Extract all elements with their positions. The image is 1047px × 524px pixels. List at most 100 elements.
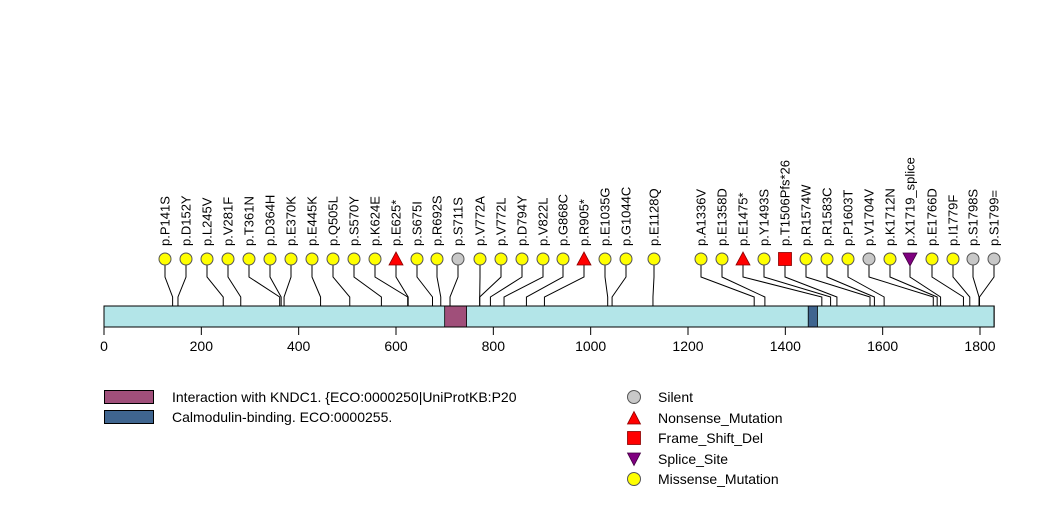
mutation-label: p.G868C (556, 194, 571, 246)
circle-icon (626, 389, 642, 405)
x-tick-label: 0 (100, 338, 108, 354)
domain-swatch-calmodulin (104, 410, 154, 424)
mutation-head-missense-mutation (619, 252, 633, 266)
mutation-label: p.P141S (158, 196, 173, 246)
mutation-legend-label: Silent (658, 389, 694, 406)
mutation-head-missense-mutation (715, 252, 729, 266)
protein-backbone-outline (103, 305, 995, 328)
mutation-label: p.Q505L (326, 196, 341, 246)
x-axis: 0 200 400 600 800 1000 1200 1400 1600 1800 (100, 327, 996, 354)
mutation-legend-item: Splice_Site (626, 449, 783, 470)
mutation-head-silent (987, 252, 1001, 266)
mutation-label: p.S570Y (347, 196, 362, 246)
mutation-label: p.D364H (263, 195, 278, 246)
mutation-legend-item: Silent (626, 387, 783, 408)
mutation-label: p.P1603T (841, 190, 856, 246)
mutation-head-missense-mutation (158, 252, 172, 266)
mutation-label: p.E1128Q (647, 188, 662, 246)
mutation-label: p.V772A (473, 196, 488, 246)
mutation-legend-label: Splice_Site (658, 450, 729, 467)
mutation-label: p.E1358D (715, 188, 730, 246)
domain-legend-label: Interaction with KNDC1. {ECO:0000250|Uni… (172, 389, 517, 405)
mutation-head-missense-mutation (326, 252, 340, 266)
mutation-label: p.E625* (389, 200, 404, 246)
mutation-label: p.E445K (305, 196, 320, 246)
mutation-head-splice-site (902, 252, 918, 267)
x-tick-label: 200 (190, 338, 214, 354)
x-tick-label: 1000 (575, 338, 606, 354)
mutation-legend-label: Nonsense_Mutation (658, 409, 783, 426)
mutation-label: p.K1712N (883, 188, 898, 246)
mutation-label: p.Y1493S (757, 189, 772, 246)
mutation-label: p.R1574W (799, 184, 814, 246)
x-tick-label: 1400 (770, 338, 801, 354)
mutation-head-missense-mutation (368, 252, 382, 266)
mutation-labels-layer: p.P141S p.D152Y p.L245V p.V281F p.T361N p.D36… (158, 157, 1002, 246)
mutation-label: p.K624E (368, 196, 383, 246)
mutation-label: p.S1798S (966, 189, 981, 246)
domain-legend-label: Calmodulin-binding. ECO:0000255. (172, 409, 393, 425)
mutation-label: p.V281F (221, 197, 236, 246)
domain-swatch-kndc1 (104, 390, 154, 404)
mutation-label: p.T361N (242, 196, 257, 246)
mutation-head-missense-mutation (179, 252, 193, 266)
mutation-head-missense-mutation (305, 252, 319, 266)
triangle-up-icon (626, 410, 642, 426)
mutation-label: p.E1035G (598, 187, 613, 246)
mutation-label: p.X1719_splice (903, 157, 918, 246)
mutation-head-missense-mutation (841, 252, 855, 266)
domain-legend: Interaction with KNDC1. {ECO:0000250|Uni… (104, 387, 516, 427)
mutation-head-missense-mutation (556, 252, 570, 266)
mutation-label: p.R692S (430, 195, 445, 246)
mutation-label: p.T1506Pfs*26 (778, 160, 793, 246)
mutation-head-frame-shift-del (778, 252, 792, 266)
mutation-legend-item: Nonsense_Mutation (626, 408, 783, 429)
mutation-label: p.E1766D (925, 188, 940, 246)
mutation-label: p.V772L (494, 198, 509, 246)
x-tick-label: 1600 (867, 338, 898, 354)
mutation-heads-layer (158, 251, 1001, 267)
x-tick-label: 1200 (672, 338, 703, 354)
mutation-head-silent (966, 252, 980, 266)
x-tick-label: 1800 (964, 338, 995, 354)
mutation-head-missense-mutation (515, 252, 529, 266)
mutation-head-missense-mutation (946, 252, 960, 266)
mutation-head-missense-mutation (647, 252, 661, 266)
domain-block (807, 305, 818, 328)
mutation-head-missense-mutation (263, 252, 277, 266)
mutation-head-silent (451, 252, 465, 266)
mutation-label: p.R1583C (820, 187, 835, 246)
mutation-head-missense-mutation (925, 252, 939, 266)
mutation-label: p.S675I (410, 201, 425, 246)
mutation-head-missense-mutation (694, 252, 708, 266)
mutation-head-missense-mutation (820, 252, 834, 266)
mutation-legend-label: Missense_Mutation (658, 471, 779, 488)
domain-block (444, 305, 467, 328)
mutation-label: p.D152Y (179, 195, 194, 246)
protein-backbone-layer (103, 305, 995, 328)
mutation-head-nonsense-mutation (735, 251, 751, 266)
mutation-head-missense-mutation (536, 252, 550, 266)
mutation-label: p.G1044C (619, 187, 634, 246)
mutation-label: p.R905* (577, 199, 592, 246)
mutation-head-missense-mutation (430, 252, 444, 266)
mutation-label: p.E1475* (736, 193, 751, 247)
domain-legend-item: Calmodulin-binding. ECO:0000255. (104, 407, 516, 427)
mutation-legend-label: Frame_Shift_Del (658, 430, 764, 447)
mutation-label: p.I1779F (946, 195, 961, 246)
mutation-head-missense-mutation (410, 252, 424, 266)
mutation-head-missense-mutation (284, 252, 298, 266)
mutation-head-silent (862, 252, 876, 266)
mutation-label: p.S711S (451, 197, 466, 246)
protein-backbone (103, 305, 995, 328)
mutation-head-missense-mutation (242, 252, 256, 266)
mutation-head-missense-mutation (473, 252, 487, 266)
mutation-label: p.V822L (536, 198, 551, 246)
x-tick-label: 800 (482, 338, 506, 354)
mutation-legend: Silent Nonsense_Mutation Frame_Shift_Del… (626, 387, 783, 490)
mutation-head-missense-mutation (347, 252, 361, 266)
mutation-head-missense-mutation (799, 252, 813, 266)
triangle-down-icon (626, 451, 642, 467)
mutation-head-missense-mutation (883, 252, 897, 266)
mutation-head-missense-mutation (221, 252, 235, 266)
